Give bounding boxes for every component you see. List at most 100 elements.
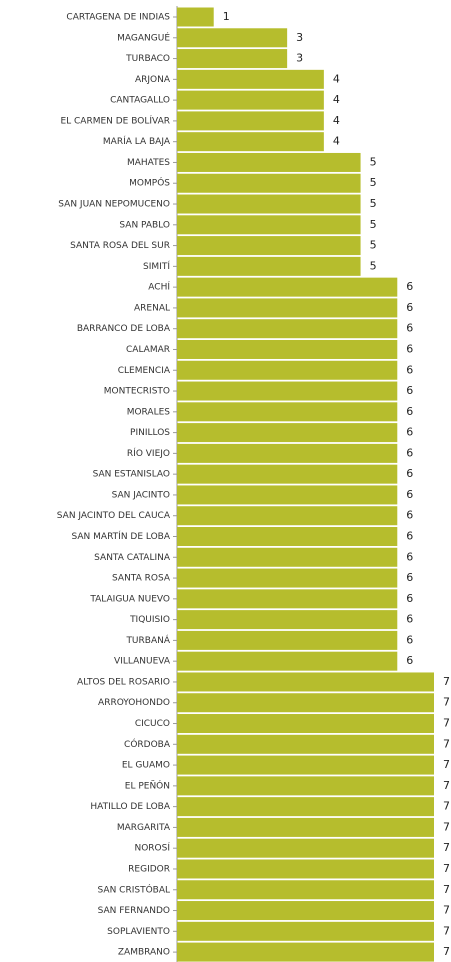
y-tick-label: SANTA ROSA DEL SUR (70, 241, 170, 251)
y-tick-label: SAN JUAN NEPOMUCENO (58, 200, 170, 210)
value-label: 4 (333, 135, 340, 148)
value-label: 7 (443, 924, 450, 937)
value-label: 6 (406, 654, 413, 667)
bar (177, 236, 361, 256)
bar (177, 506, 398, 526)
value-label: 5 (370, 155, 377, 168)
y-tick-label: REGIDOR (128, 864, 170, 874)
value-label: 6 (406, 509, 413, 522)
value-label: 7 (443, 841, 450, 854)
value-label: 7 (443, 862, 450, 875)
bar (177, 381, 398, 401)
y-tick-label: MAGANGUÉ (117, 31, 170, 43)
value-label: 6 (406, 280, 413, 293)
value-label: 6 (406, 301, 413, 314)
value-label: 7 (443, 945, 450, 958)
y-tick-label: SAN ESTANISLAO (93, 470, 170, 480)
bar (177, 402, 398, 422)
bar (177, 319, 398, 339)
bar (177, 298, 398, 318)
bar (177, 132, 324, 152)
y-tick-label: EL PEÑÓN (125, 779, 170, 791)
value-label: 7 (443, 779, 450, 792)
value-label: 6 (406, 571, 413, 584)
y-tick-label: ARJONA (135, 75, 171, 85)
value-label: 4 (333, 114, 340, 127)
bar (177, 880, 434, 900)
value-label: 7 (443, 820, 450, 833)
y-tick-label: CARTAGENA DE INDIAS (66, 13, 170, 23)
y-tick-label: SIMITÍ (143, 260, 170, 272)
value-label: 6 (406, 342, 413, 355)
value-label: 4 (333, 93, 340, 106)
y-tick-label: MAHATES (127, 158, 170, 168)
bar (177, 443, 398, 463)
y-tick-label: ALTOS DEL ROSARIO (77, 677, 170, 687)
value-label: 6 (406, 530, 413, 543)
y-tick-label: EL GUAMO (122, 761, 170, 771)
y-tick-label: CALAMAR (126, 345, 170, 355)
y-tick-label: CANTAGALLO (110, 96, 170, 106)
y-tick-label: MORALES (127, 407, 171, 417)
y-tick-label: SAN JACINTO DEL CAUCA (57, 511, 171, 521)
bar (177, 714, 434, 734)
value-label: 5 (370, 239, 377, 252)
bar (177, 527, 398, 546)
value-label: 6 (406, 426, 413, 439)
bar (177, 256, 361, 276)
y-tick-label: SAN FERNANDO (98, 906, 170, 916)
y-tick-label: TURBANÁ (125, 634, 170, 646)
y-tick-label: RÍO VIEJO (127, 447, 170, 459)
bar (177, 651, 398, 671)
value-label: 6 (406, 405, 413, 418)
bar (177, 7, 214, 27)
value-label: 7 (443, 758, 450, 771)
bar (177, 152, 361, 172)
y-tick-label: SOPLAVIENTO (107, 927, 170, 937)
value-label: 5 (370, 197, 377, 210)
bar (177, 901, 434, 921)
bar (177, 838, 434, 858)
bar (177, 817, 434, 837)
bar (177, 360, 398, 380)
bar (177, 90, 324, 110)
y-tick-label: HATILLO DE LOBA (90, 802, 170, 812)
bar (177, 339, 398, 359)
y-tick-label: MOMPÓS (129, 177, 170, 189)
value-label: 1 (223, 10, 230, 23)
bar (177, 859, 434, 879)
bar (177, 672, 434, 692)
bar (177, 630, 398, 650)
value-label: 6 (406, 446, 413, 459)
value-label: 6 (406, 322, 413, 335)
value-label: 6 (406, 550, 413, 563)
bar (177, 942, 434, 962)
bar (177, 610, 398, 630)
value-label: 6 (406, 592, 413, 605)
value-label: 5 (370, 259, 377, 272)
bar (177, 69, 324, 89)
bar (177, 194, 361, 214)
y-tick-label: MONTECRISTO (104, 387, 170, 397)
value-label: 6 (406, 613, 413, 626)
y-tick-label: SAN PABLO (119, 220, 170, 230)
y-tick-label: SANTA CATALINA (94, 553, 171, 563)
value-label: 4 (333, 72, 340, 85)
y-tick-label: CÓRDOBA (124, 738, 171, 750)
y-tick-label: SAN CRISTÓBAL (98, 883, 170, 895)
value-label: 5 (370, 176, 377, 189)
bar (177, 776, 434, 796)
bar (177, 173, 361, 193)
y-tick-label: TIQUISIO (129, 615, 170, 625)
y-tick-label: ZAMBRANO (118, 948, 170, 958)
bar (177, 568, 398, 588)
value-label: 5 (370, 218, 377, 231)
value-label: 7 (443, 883, 450, 896)
value-label: 3 (296, 31, 303, 44)
bar (177, 547, 398, 567)
y-tick-label: EL CARMEN DE BOLÍVAR (60, 114, 170, 126)
y-tick-label: SANTA ROSA (112, 574, 171, 584)
value-label: 7 (443, 904, 450, 917)
bar (177, 485, 398, 505)
